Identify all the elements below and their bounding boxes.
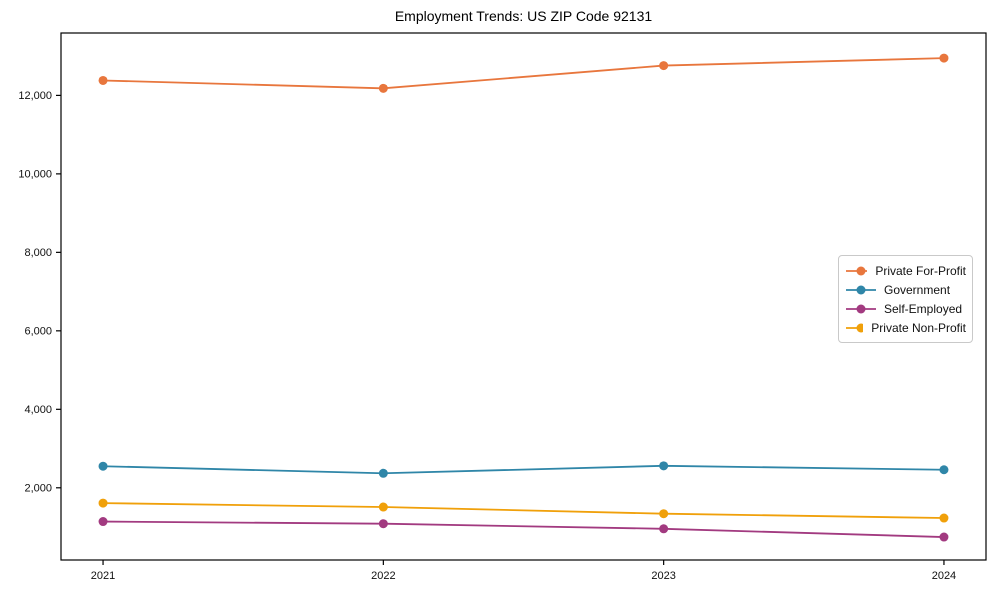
data-point-self-employed <box>98 517 108 527</box>
legend-label: Private For-Profit <box>875 263 966 278</box>
series-line-private-for-profit <box>103 57 944 90</box>
data-point-self-employed <box>659 524 669 534</box>
legend-marker-icon <box>846 323 864 332</box>
legend-item-government: Government <box>846 280 966 299</box>
data-point-private-for-profit <box>378 83 388 93</box>
x-tick-label: 2023 <box>651 570 675 582</box>
data-point-government <box>659 461 669 471</box>
y-tick-label: 6,000 <box>24 326 52 338</box>
data-point-government <box>939 465 949 475</box>
data-point-self-employed <box>939 532 949 542</box>
data-point-private-non-profit <box>98 498 108 508</box>
legend-label: Self-Employed <box>884 301 963 316</box>
data-point-government <box>98 461 108 471</box>
data-point-private-non-profit <box>659 509 669 519</box>
data-point-private-for-profit <box>98 75 108 85</box>
y-tick-label: 4,000 <box>24 404 52 416</box>
legend-label: Government <box>884 282 951 297</box>
legend-marker-icon <box>846 266 868 275</box>
x-tick-label: 2021 <box>91 570 115 582</box>
legend-box: Private For-Profit Government Self-Employe… <box>838 255 973 343</box>
chart-title: Employment Trends: US ZIP Code 92131 <box>394 8 653 24</box>
y-tick-label: 8,000 <box>24 247 52 259</box>
data-point-private-for-profit <box>659 61 669 71</box>
legend-item-private-for-profit: Private For-Profit <box>846 261 966 280</box>
x-tick-label: 2024 <box>932 570 956 582</box>
legend-marker-icon <box>846 304 876 313</box>
legend-label: Private Non-Profit <box>871 320 966 335</box>
y-tick-label: 10,000 <box>18 169 52 181</box>
data-point-private-for-profit <box>939 53 949 63</box>
series-line-self-employed <box>103 520 944 538</box>
legend-item-self-employed: Self-Employed <box>846 299 966 318</box>
series-line-private-non-profit <box>103 502 944 519</box>
data-point-private-non-profit <box>378 502 388 512</box>
y-tick-label: 12,000 <box>18 90 52 102</box>
legend-item-private-non-profit: Private Non-Profit <box>846 318 966 337</box>
legend-marker-icon <box>846 285 876 294</box>
x-tick-label: 2022 <box>371 570 395 582</box>
data-point-self-employed <box>378 519 388 529</box>
data-point-government <box>378 468 388 478</box>
plot-frame <box>60 32 987 561</box>
data-point-private-non-profit <box>939 513 949 523</box>
series-line-government <box>103 464 944 475</box>
y-tick-label: 2,000 <box>24 483 52 495</box>
